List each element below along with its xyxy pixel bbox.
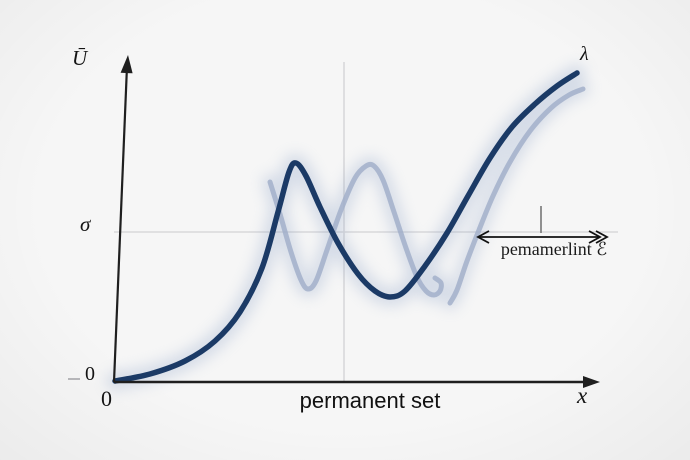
curve-smudge-group bbox=[106, 64, 590, 390]
x-axis-arrowhead-icon bbox=[583, 376, 600, 388]
x-axis-label: x bbox=[577, 383, 588, 408]
y-axis-arrowhead-icon bbox=[120, 55, 133, 74]
x-zero-label: 0 bbox=[101, 386, 112, 411]
ghost-curve bbox=[267, 161, 444, 298]
annotation-arrowhead-right-icon bbox=[588, 230, 602, 244]
annotation-arrow-group bbox=[476, 206, 609, 244]
main-curve bbox=[112, 70, 580, 384]
y-axis-top-label: Ū bbox=[72, 46, 88, 70]
caption-permanent-set: permanent set bbox=[299, 388, 441, 413]
annotation-arrowhead-left-icon bbox=[476, 230, 490, 244]
curve-end-label: λ bbox=[580, 43, 589, 65]
sigma-tick-label: σ bbox=[80, 212, 91, 236]
annotation-text: pemamerlint ℰ bbox=[500, 239, 608, 259]
y-zero-label: 0 bbox=[85, 363, 95, 385]
main-curve-smudge bbox=[106, 64, 586, 390]
y-axis-line bbox=[112, 65, 129, 383]
ghost2-curve bbox=[447, 86, 586, 306]
annotation-arrowhead-right2-icon bbox=[595, 230, 609, 244]
